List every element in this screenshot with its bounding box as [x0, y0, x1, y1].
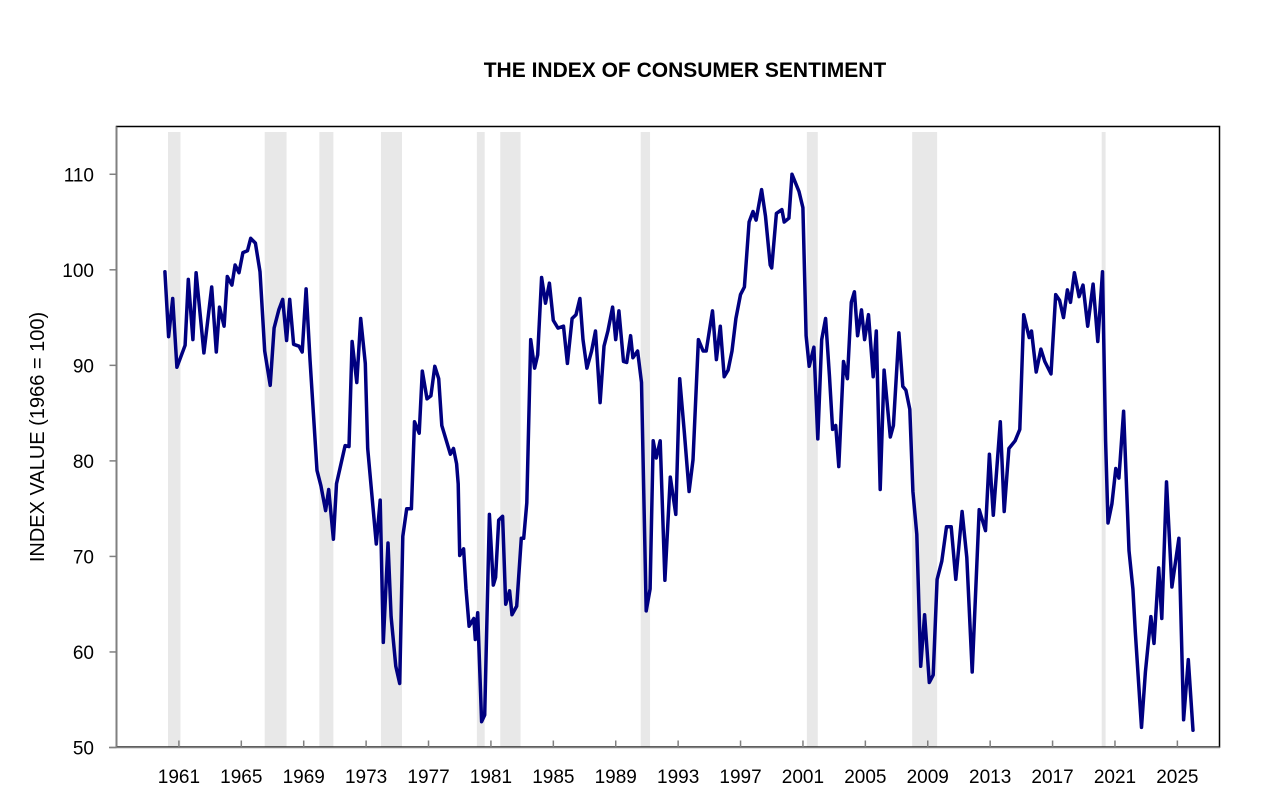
recession-band	[264, 132, 287, 748]
recession-band	[806, 132, 818, 748]
x-tick-label: 1993	[657, 767, 699, 788]
x-tick-label: 1961	[158, 767, 200, 788]
recession-band	[1101, 132, 1106, 748]
y-tick-label: 90	[73, 356, 94, 377]
x-tick-label: 1981	[470, 767, 512, 788]
x-tick-label: 2013	[969, 767, 1011, 788]
x-tick-label: 1969	[283, 767, 325, 788]
x-tick-label: 2005	[844, 767, 886, 788]
recession-band	[500, 132, 521, 748]
y-tick-label: 100	[62, 261, 94, 282]
recession-band	[167, 132, 181, 748]
x-tick-label: 2001	[782, 767, 824, 788]
recession-band	[476, 132, 485, 748]
y-tick-label: 110	[64, 165, 94, 186]
sentiment-series-line	[163, 172, 1195, 733]
recession-band	[319, 132, 334, 748]
y-tick-label: 60	[73, 643, 94, 664]
recession-band	[640, 132, 651, 748]
x-tick-label: 1985	[532, 767, 574, 788]
recession-bands	[167, 132, 1106, 748]
x-tick-label: 1973	[345, 767, 387, 788]
y-tick-label: 50	[73, 739, 94, 760]
chart-title: THE INDEX OF CONSUMER SENTIMENT	[484, 59, 887, 82]
y-tick-label: 70	[73, 547, 94, 568]
y-tick-label: 80	[73, 452, 94, 473]
x-tick-label: 1977	[407, 767, 449, 788]
y-axis-ticks: 50 60 70 80 90 100 110	[62, 165, 117, 760]
x-tick-label: 2025	[1156, 767, 1198, 788]
x-tick-label: 1997	[719, 767, 761, 788]
x-tick-label: 2021	[1094, 767, 1136, 788]
x-tick-label: 1965	[220, 767, 262, 788]
x-tick-label: 2017	[1031, 767, 1073, 788]
x-axis-ticks: 1961 1965 1969 1973 1977 1981 1985 1989 1993 1997…	[158, 740, 1199, 788]
x-tick-label: 1989	[595, 767, 637, 788]
y-axis-label: INDEX VALUE (1966 = 100)	[27, 312, 49, 562]
x-tick-label: 2009	[907, 767, 949, 788]
